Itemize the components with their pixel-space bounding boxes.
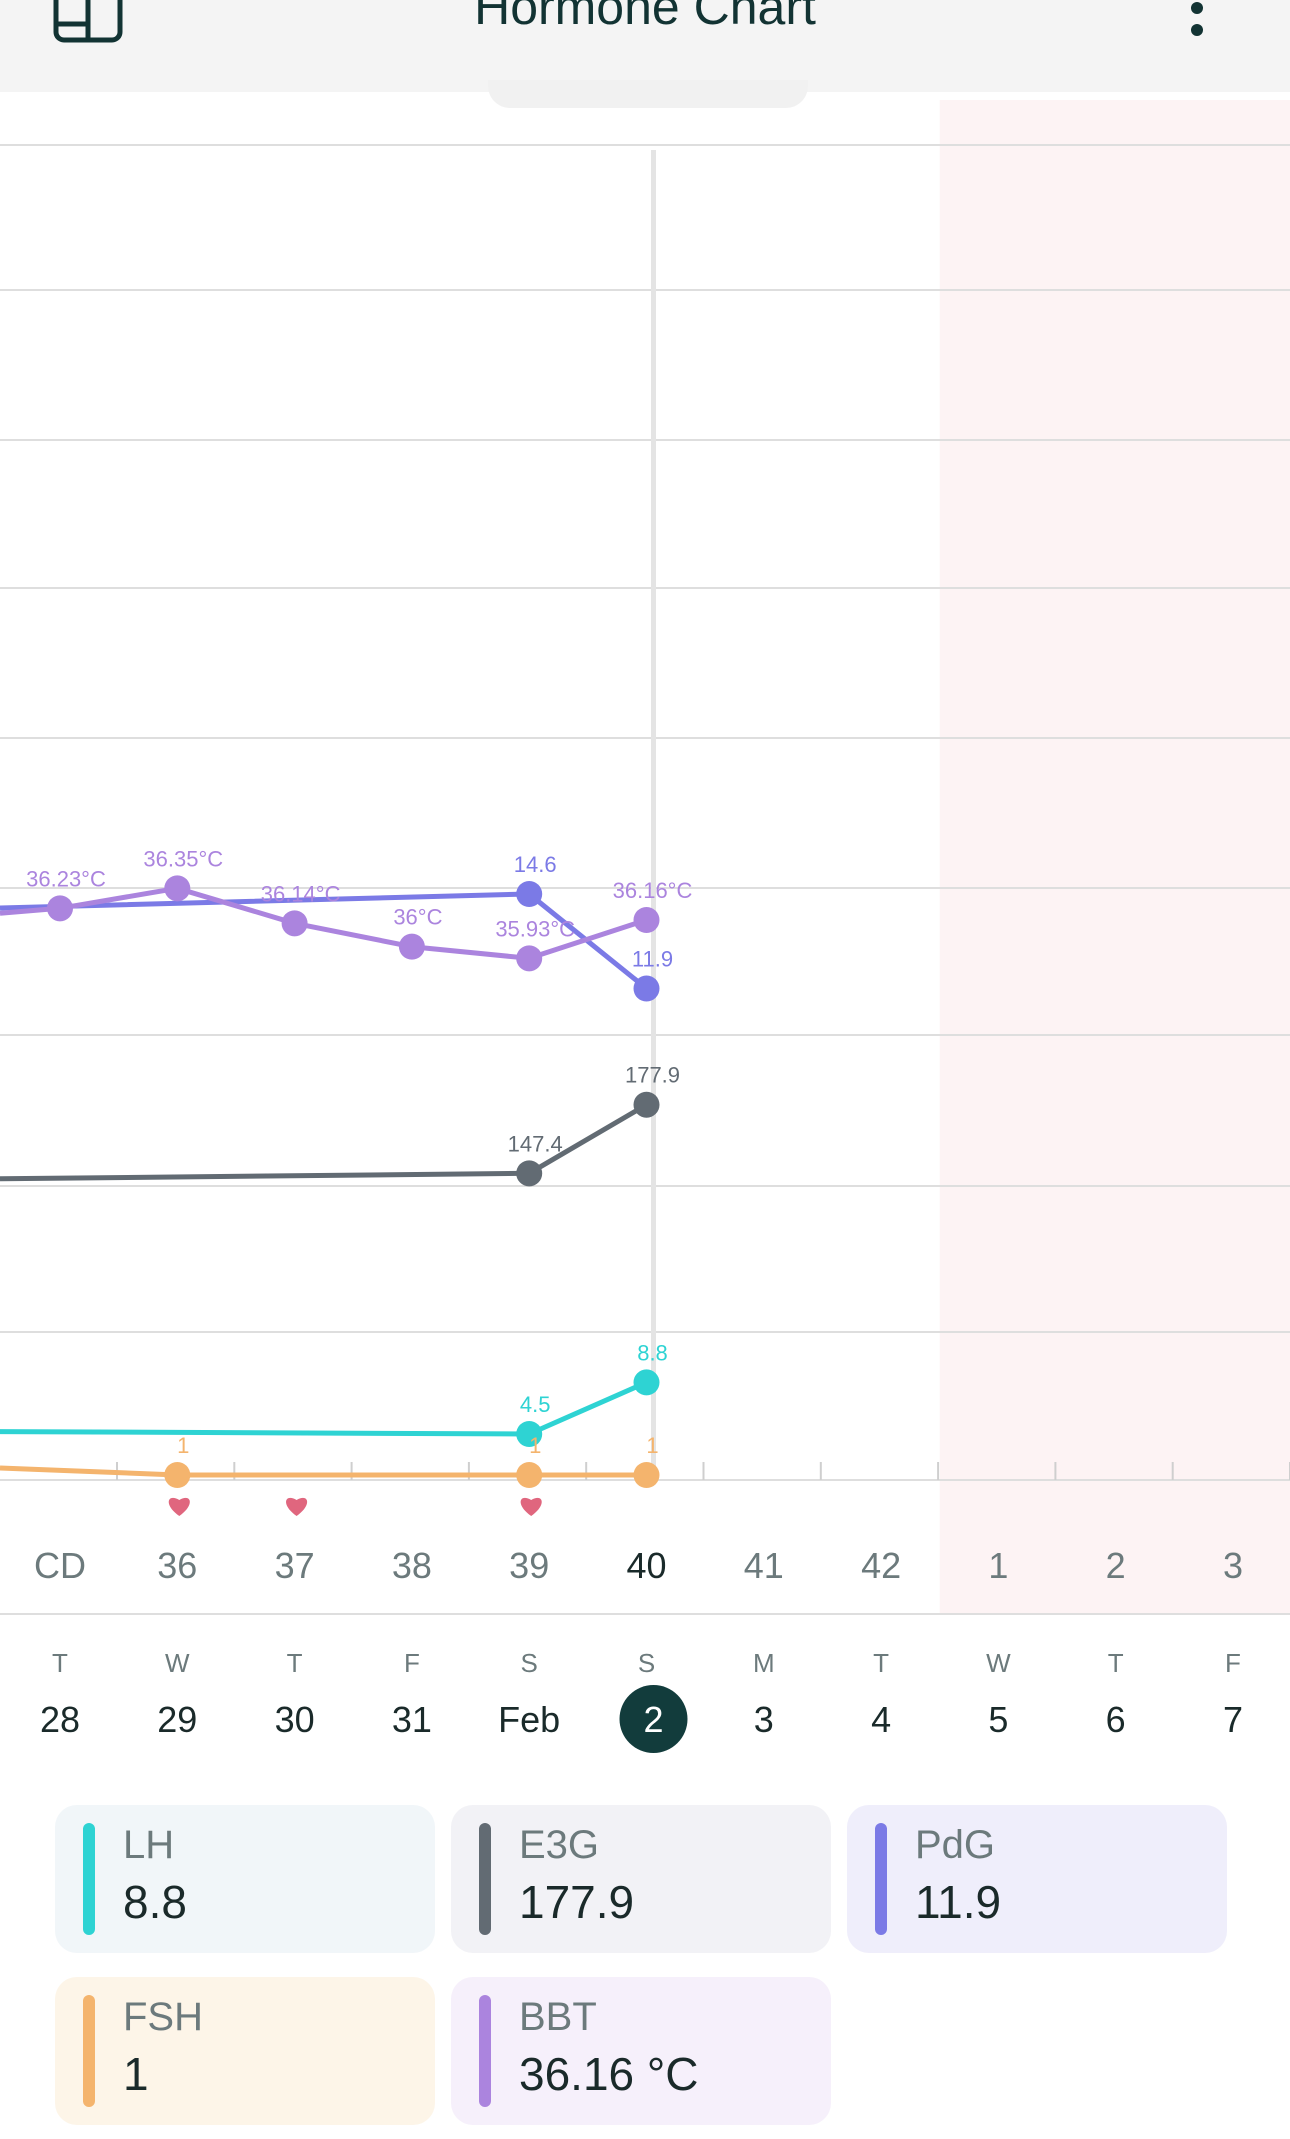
legend-name: FSH bbox=[123, 1995, 203, 2039]
data-label-bbt: 36.35°C bbox=[143, 846, 223, 871]
date-label[interactable]: 28 bbox=[40, 1699, 80, 1740]
date-label[interactable]: 30 bbox=[275, 1699, 315, 1740]
data-point-fsh[interactable] bbox=[633, 1462, 660, 1488]
data-label-pdg: 11.9 bbox=[632, 947, 673, 972]
data-point-lh[interactable] bbox=[633, 1369, 660, 1396]
legend-value: 177.9 bbox=[519, 1876, 635, 1928]
legend-value: 11.9 bbox=[915, 1876, 1002, 1928]
data-label-fsh: 1 bbox=[529, 1433, 541, 1458]
weekday-label: T bbox=[287, 1648, 303, 1678]
date-label[interactable]: 5 bbox=[988, 1699, 1008, 1740]
heart-icon bbox=[520, 1497, 542, 1516]
data-label-lh: 4.5 bbox=[520, 1392, 551, 1417]
cycle-day-label[interactable]: 1 bbox=[988, 1545, 1008, 1586]
legend-card-e3g[interactable]: E3G 177.9 bbox=[451, 1805, 831, 1953]
data-point-fsh[interactable] bbox=[516, 1462, 543, 1488]
data-point-bbt[interactable] bbox=[516, 945, 543, 972]
legend-card-pdg[interactable]: PdG 11.9 bbox=[847, 1805, 1227, 1953]
data-label-e3g: 177.9 bbox=[625, 1063, 680, 1088]
legend-card-fsh[interactable]: FSH 1 bbox=[55, 1977, 435, 2125]
series-line-fsh bbox=[0, 1465, 647, 1478]
data-label-bbt: 36°C bbox=[393, 905, 442, 930]
legend-value: 36.16 °C bbox=[519, 2048, 699, 2100]
data-point-bbt[interactable] bbox=[633, 907, 660, 933]
date-label[interactable]: 6 bbox=[1106, 1699, 1126, 1740]
date-label[interactable]: 4 bbox=[871, 1699, 891, 1740]
cycle-day-label[interactable]: 41 bbox=[744, 1545, 784, 1586]
data-point-bbt[interactable] bbox=[47, 895, 73, 922]
data-label-bbt: 36.16°C bbox=[613, 878, 693, 903]
weekday-label: S bbox=[638, 1648, 655, 1678]
cycle-day-label[interactable]: 38 bbox=[392, 1545, 432, 1586]
legend-name: LH bbox=[123, 1823, 175, 1867]
data-point-pdg[interactable] bbox=[516, 881, 543, 907]
cycle-day-label[interactable]: 36 bbox=[157, 1545, 197, 1586]
legend-swatch bbox=[479, 1995, 491, 2107]
legend-name: E3G bbox=[519, 1823, 600, 1867]
legend-swatch bbox=[83, 1823, 95, 1935]
legend-card-bbt[interactable]: BBT 36.16 °C bbox=[451, 1977, 831, 2125]
date-label[interactable]: 7 bbox=[1223, 1699, 1243, 1740]
hormone-chart: 14.6 11.9 36.23°C 36.35°C 36.14°C 36°C 35.93°C… bbox=[0, 100, 1290, 1753]
data-label-bbt: 36.14°C bbox=[261, 881, 341, 906]
data-point-lh[interactable] bbox=[516, 1421, 543, 1447]
legend-name: BBT bbox=[519, 1995, 597, 2039]
selected-date-circle[interactable] bbox=[619, 1685, 688, 1753]
legend-value: 8.8 bbox=[123, 1876, 187, 1928]
cycle-day-label[interactable]: 37 bbox=[275, 1545, 315, 1586]
legend-swatch bbox=[479, 1823, 491, 1935]
period-shade bbox=[939, 100, 1290, 1615]
data-point-e3g[interactable] bbox=[516, 1160, 543, 1187]
data-label-pdg: 14.6 bbox=[514, 852, 557, 877]
page-title: Hormone Chart bbox=[474, 0, 816, 35]
date-label[interactable]: 29 bbox=[157, 1699, 197, 1740]
date-label[interactable]: 2 bbox=[643, 1699, 663, 1740]
legend-value: 1 bbox=[123, 2048, 149, 2100]
data-label-e3g: 147.4 bbox=[508, 1131, 563, 1156]
date-label[interactable]: 3 bbox=[754, 1699, 774, 1740]
weekday-label: T bbox=[52, 1648, 68, 1678]
data-point-e3g[interactable] bbox=[633, 1091, 660, 1118]
weekday-label: S bbox=[521, 1648, 538, 1678]
heart-icon bbox=[168, 1497, 190, 1516]
data-point-bbt[interactable] bbox=[164, 875, 191, 902]
legend-name: PdG bbox=[915, 1823, 996, 1867]
data-label-bbt: 35.93°C bbox=[495, 916, 575, 941]
data-label-bbt: 36.23°C bbox=[26, 866, 106, 891]
cycle-day-label[interactable]: 39 bbox=[509, 1545, 549, 1586]
weekday-label: W bbox=[986, 1648, 1011, 1678]
sheet-handle[interactable] bbox=[488, 80, 808, 108]
weekday-label: F bbox=[404, 1648, 420, 1678]
data-point-bbt[interactable] bbox=[398, 933, 425, 960]
data-label-fsh: 1 bbox=[646, 1433, 658, 1458]
data-label-fsh: 1 bbox=[177, 1433, 189, 1458]
data-point-bbt[interactable] bbox=[281, 910, 308, 937]
weekday-label: T bbox=[1108, 1648, 1124, 1678]
weekday-label: F bbox=[1225, 1648, 1241, 1678]
cycle-day-label[interactable]: 3 bbox=[1223, 1545, 1243, 1586]
date-label[interactable]: Feb bbox=[498, 1699, 560, 1740]
weekday-label: T bbox=[873, 1648, 889, 1678]
more-vertical-icon[interactable] bbox=[1180, 0, 1214, 42]
weekday-label: W bbox=[165, 1648, 190, 1678]
sidebar-toggle-icon[interactable] bbox=[52, 0, 126, 46]
date-label[interactable]: 31 bbox=[392, 1699, 432, 1740]
cycle-day-label[interactable]: CD bbox=[34, 1545, 86, 1586]
heart-icon bbox=[286, 1497, 308, 1516]
data-point-pdg[interactable] bbox=[633, 975, 660, 1002]
weekday-label: M bbox=[753, 1648, 775, 1678]
legend-swatch bbox=[83, 1995, 95, 2107]
cycle-day-label[interactable]: 40 bbox=[626, 1545, 666, 1586]
legend-swatch bbox=[875, 1823, 887, 1935]
app-header: Hormone Chart bbox=[0, 0, 1290, 92]
data-point-fsh[interactable] bbox=[164, 1462, 191, 1488]
legend-card-lh[interactable]: LH 8.8 bbox=[55, 1805, 435, 1953]
data-label-lh: 8.8 bbox=[637, 1340, 668, 1365]
cycle-day-label[interactable]: 42 bbox=[861, 1545, 901, 1586]
cycle-day-label[interactable]: 2 bbox=[1106, 1545, 1126, 1586]
